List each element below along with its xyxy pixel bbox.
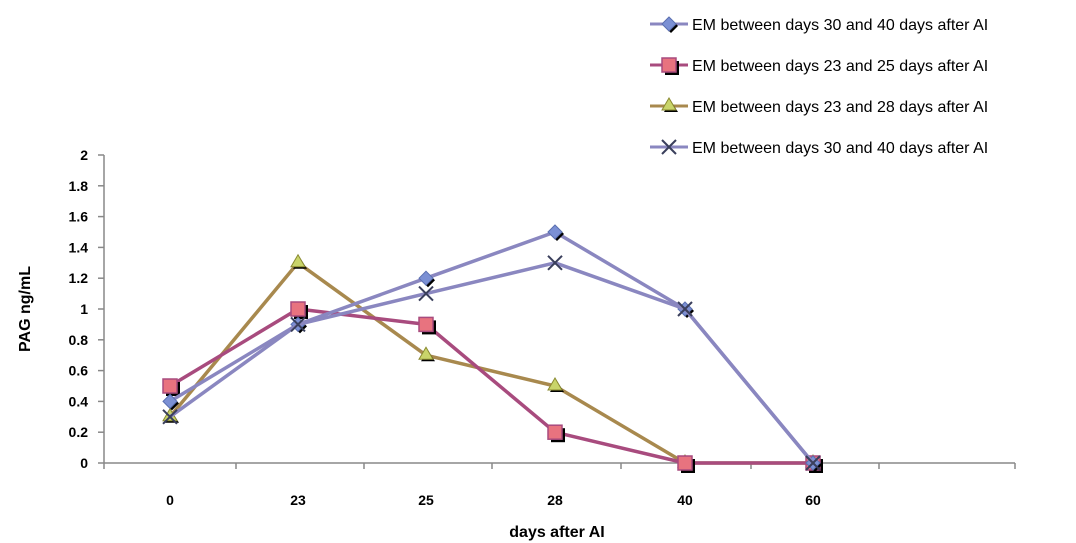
y-tick-label: 1.4 <box>69 239 89 255</box>
chart-axes <box>103 155 1015 464</box>
x-tick-label: 60 <box>805 492 821 508</box>
data-point <box>677 301 693 317</box>
y-tick-label: 0.4 <box>69 393 89 409</box>
data-point <box>805 455 821 471</box>
y-tick-label: 1 <box>80 301 88 317</box>
data-point <box>162 393 178 410</box>
data-point <box>677 455 693 471</box>
data-point <box>162 378 178 394</box>
legend-marker <box>661 57 677 73</box>
series-layer <box>162 224 823 473</box>
series-2 <box>162 301 823 473</box>
data-point <box>290 253 306 268</box>
legend-label: EM between days 30 and 40 days after AI <box>692 140 988 157</box>
data-point <box>162 409 178 425</box>
legend-item: EM between days 23 and 25 days after AI <box>650 57 988 75</box>
data-point <box>290 316 306 333</box>
y-tick-label: 1.2 <box>69 270 89 286</box>
legend-label: EM between days 23 and 25 days after AI <box>692 58 988 75</box>
x-tick-label: 23 <box>290 492 306 508</box>
y-tick-label: 1.8 <box>69 178 89 194</box>
series-3 <box>162 253 822 469</box>
x-marker-stroke <box>661 139 677 155</box>
series-line <box>168 261 815 465</box>
legend-label: EM between days 30 and 40 days after AI <box>692 17 988 34</box>
legend-marker <box>661 97 677 111</box>
y-tick-label: 0.8 <box>69 332 89 348</box>
data-point <box>547 424 563 440</box>
legend-marker <box>661 139 677 155</box>
y-tick-label: 1.6 <box>69 209 89 225</box>
data-point <box>418 285 434 302</box>
legend-item: EM between days 30 and 40 days after AI <box>650 139 988 157</box>
y-axis-title: PAG ng/mL <box>17 266 34 352</box>
series-line <box>168 261 813 465</box>
x-tick-label: 28 <box>547 492 563 508</box>
legend-marker <box>661 16 677 32</box>
y-tick-label: 2 <box>80 147 88 163</box>
x-marker-stroke <box>677 301 693 317</box>
legend-label: EM between days 23 and 28 days after AI <box>692 99 988 116</box>
y-tick-label: 0.6 <box>69 363 89 379</box>
x-marker-stroke <box>162 409 178 425</box>
x-tick-label: 25 <box>418 492 434 508</box>
x-marker-stroke <box>418 285 434 302</box>
legend-item: EM between days 23 and 28 days after AI <box>650 97 988 116</box>
x-axis-title: days after AI <box>509 524 604 541</box>
y-tick-label: 0.2 <box>69 424 89 440</box>
data-point <box>547 255 563 271</box>
data-point <box>418 346 434 360</box>
legend-item: EM between days 30 and 40 days after AI <box>650 16 988 34</box>
chart-legend: EM between days 30 and 40 days after AI E… <box>650 16 988 157</box>
x-marker-stroke <box>290 316 306 333</box>
data-point <box>547 224 563 240</box>
data-point <box>418 316 434 333</box>
x-marker-stroke <box>547 255 563 271</box>
x-tick-label: 40 <box>677 492 693 508</box>
series-line <box>169 307 813 465</box>
x-tick-label: 0 <box>166 492 174 508</box>
y-axis-ticks: 0 0.2 0.4 0.6 0.8 1 1.2 1.4 1.6 1.8 2 <box>69 147 104 471</box>
x-marker-stroke <box>805 455 821 471</box>
x-axis-ticks: 0 23 25 28 40 60 <box>103 463 1016 508</box>
data-point <box>290 301 306 317</box>
data-point <box>547 377 563 391</box>
data-point <box>418 270 434 286</box>
y-tick-label: 0 <box>80 455 88 471</box>
series-4 <box>162 255 821 471</box>
